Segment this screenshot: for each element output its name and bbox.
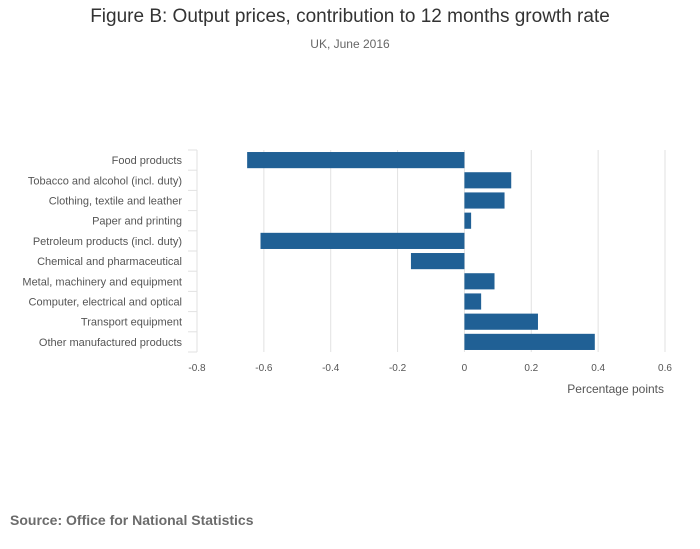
category-label: Food products bbox=[112, 155, 183, 167]
category-labels: Food products Tobacco and alcohol (incl. … bbox=[22, 155, 182, 349]
bar bbox=[464, 313, 538, 330]
x-tick-label: -0.6 bbox=[255, 363, 273, 374]
bar bbox=[464, 172, 512, 189]
x-axis-title: Percentage points bbox=[567, 382, 664, 396]
x-tick-label: 0.2 bbox=[524, 363, 538, 374]
x-tick-labels: -0.8 -0.6 -0.4 -0.2 0 0.2 0.4 0.6 bbox=[188, 363, 672, 374]
bar bbox=[464, 212, 472, 229]
category-label: Tobacco and alcohol (incl. duty) bbox=[28, 175, 182, 187]
bar bbox=[464, 333, 595, 350]
category-label: Other manufactured products bbox=[39, 337, 183, 349]
category-label: Petroleum products (incl. duty) bbox=[33, 236, 182, 248]
bars bbox=[247, 152, 595, 350]
category-label: Transport equipment bbox=[81, 317, 182, 329]
category-label: Computer, electrical and optical bbox=[29, 297, 182, 309]
x-tick-label: -0.4 bbox=[322, 363, 340, 374]
x-tick-label: 0.4 bbox=[591, 363, 605, 374]
category-label: Chemical and pharmaceutical bbox=[37, 256, 182, 268]
chart-title: Figure B: Output prices, contribution to… bbox=[90, 6, 610, 27]
bar bbox=[260, 232, 465, 249]
x-tick-label: -0.2 bbox=[389, 363, 407, 374]
x-tick-label: 0 bbox=[462, 363, 468, 374]
x-tick-label: -0.8 bbox=[188, 363, 206, 374]
category-label: Clothing, textile and leather bbox=[49, 196, 183, 208]
bar bbox=[464, 293, 482, 310]
source-note: Source: Office for National Statistics bbox=[10, 512, 254, 528]
bar bbox=[247, 152, 465, 169]
chart-subtitle: UK, June 2016 bbox=[310, 37, 390, 51]
bar bbox=[464, 192, 505, 209]
bar bbox=[410, 253, 465, 270]
bar bbox=[464, 273, 495, 290]
x-tick-label: 0.6 bbox=[658, 363, 672, 374]
category-ticks bbox=[188, 149, 197, 353]
gridlines bbox=[196, 150, 666, 352]
category-label: Metal, machinery and equipment bbox=[22, 276, 182, 288]
category-label: Paper and printing bbox=[92, 216, 182, 228]
